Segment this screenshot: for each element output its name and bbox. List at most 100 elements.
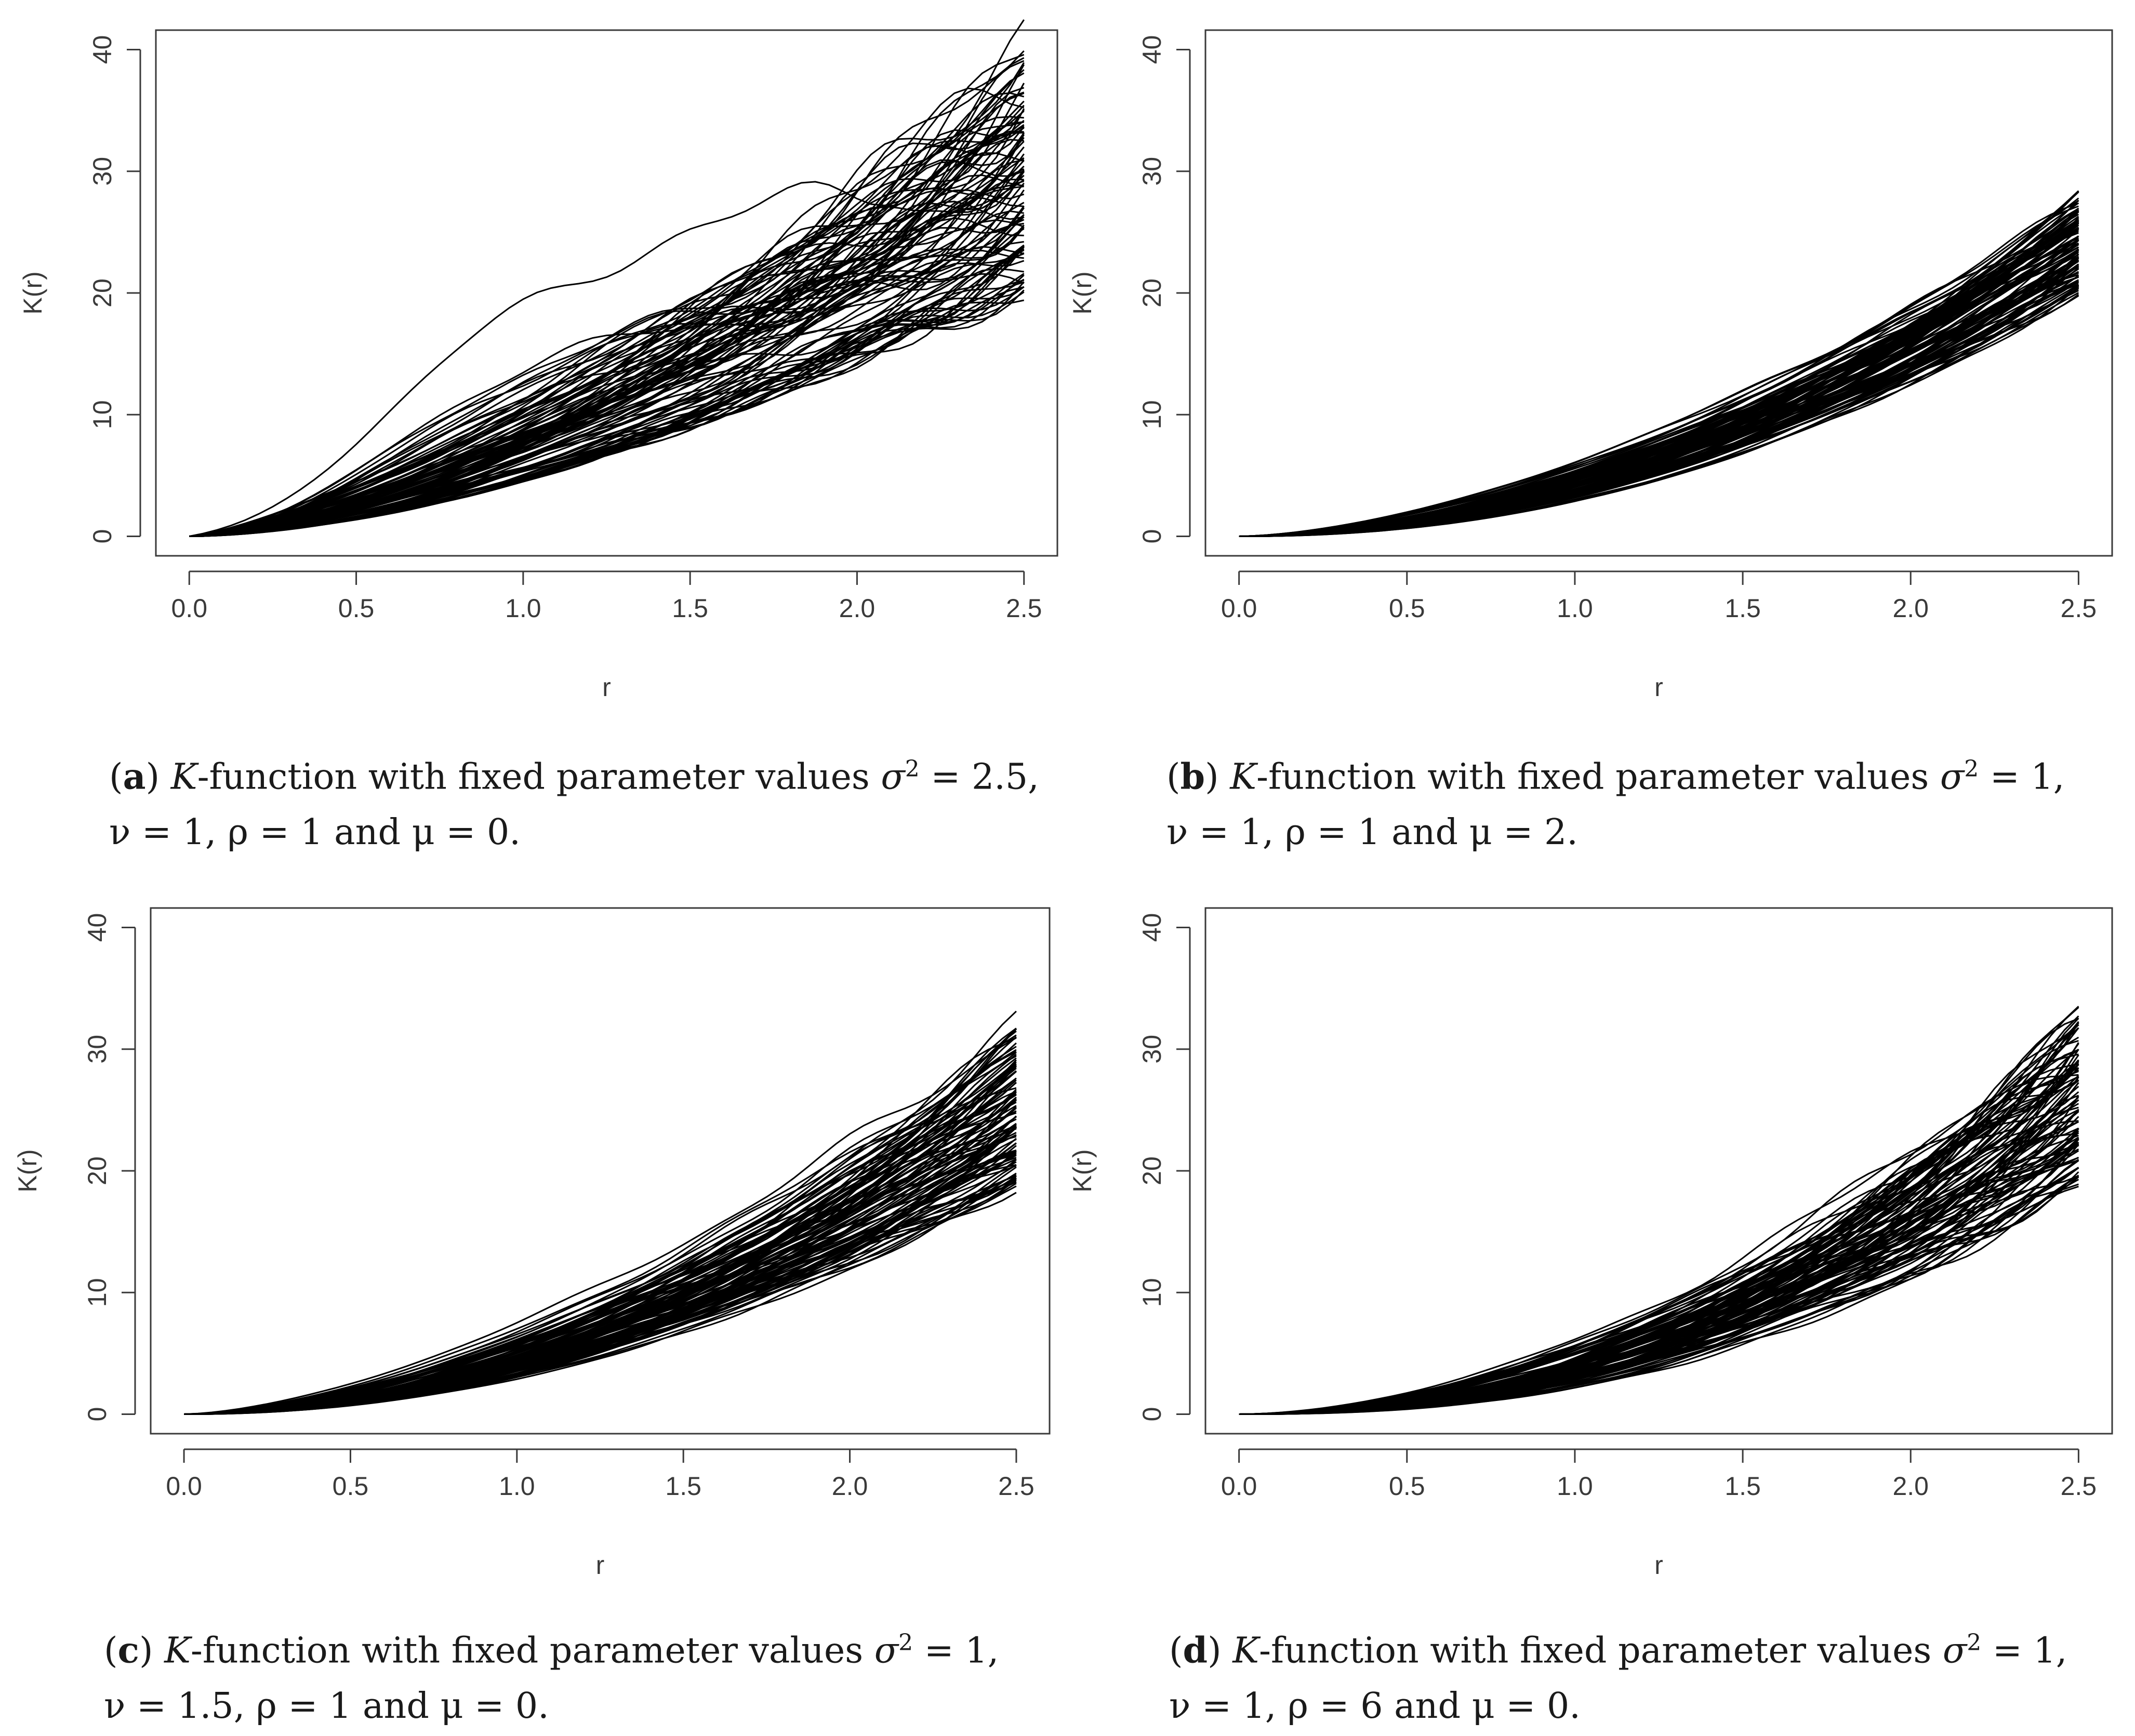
chart-panel-a: 0.0 0.5 1.0 1.5 2.0 2.5 0 10 20 30 40 r K(r) (18, 19, 1058, 702)
caption-a: (a) K-function with fixed parameter valu… (109, 756, 1039, 853)
k-function-curve (1239, 232, 2079, 537)
k-function-curve (1239, 222, 2079, 537)
y-tick-label: 0 (1137, 529, 1166, 544)
y-tick-label: 0 (88, 529, 117, 544)
k-function-curve (1239, 229, 2079, 537)
k-function-curve (1239, 226, 2079, 537)
k-function-curve (1239, 221, 2079, 537)
x-tick-label: 2.0 (832, 1472, 868, 1501)
y-tick-label: 30 (88, 157, 117, 186)
k-function-curve (1239, 208, 2079, 537)
x-tick-label: 1.5 (1725, 1472, 1761, 1501)
x-tick-label: 0.5 (1389, 1472, 1425, 1501)
k-function-curve (1239, 1040, 2079, 1415)
k-function-curve (184, 1118, 1017, 1415)
k-function-curve (1239, 276, 2079, 537)
x-tick-label: 0.0 (171, 594, 208, 623)
y-tick-label: 40 (88, 35, 117, 64)
k-function-curve (1239, 1130, 2079, 1415)
x-tick-label: 2.5 (2061, 1472, 2097, 1501)
k-function-curve (184, 1071, 1017, 1415)
k-function-curve (189, 83, 1025, 537)
x-tick-label: 0.5 (333, 1472, 369, 1501)
y-axis-title: K(r) (18, 271, 47, 314)
k-function-curve (1239, 219, 2079, 537)
k-function-curve (1239, 239, 2079, 537)
k-function-curve (1239, 1007, 2079, 1415)
k-function-curve (184, 1070, 1017, 1415)
x-tick-label: 1.5 (665, 1472, 701, 1501)
k-function-curve (1239, 199, 2079, 537)
k-function-curve (1239, 1179, 2079, 1415)
k-function-curve (1239, 202, 2079, 537)
curve-group (1239, 1006, 2079, 1415)
k-function-curve (1239, 1137, 2079, 1415)
k-function-curve (1239, 285, 2079, 537)
k-function-curve (1239, 221, 2079, 537)
k-function-curve (189, 64, 1025, 537)
x-tick-label: 0.5 (1389, 594, 1425, 623)
k-function-curve (189, 246, 1024, 537)
k-function-curve (1239, 1175, 2079, 1415)
x-tick-label: 2.5 (998, 1472, 1035, 1501)
k-function-curve (184, 1151, 1017, 1415)
k-function-curve (1239, 208, 2079, 537)
k-function-curve (1239, 238, 2079, 537)
x-axis-title: r (602, 673, 611, 702)
x-tick-label: 1.5 (672, 594, 708, 623)
x-tick-label: 1.0 (505, 594, 541, 623)
plot-frame (1204, 29, 2113, 557)
k-function-curve (1239, 1144, 2079, 1415)
k-function-curve (184, 1134, 1017, 1415)
x-tick-label: 2.0 (839, 594, 876, 623)
k-function-curve (189, 153, 1025, 537)
k-function-curve (1239, 222, 2079, 537)
k-function-curve (1239, 222, 2079, 537)
k-function-curve (1239, 218, 2079, 537)
k-function-curve (189, 217, 1024, 537)
y-axis-title: K(r) (1068, 271, 1097, 314)
k-function-curve (189, 127, 1025, 537)
k-function-curve (1239, 202, 2079, 537)
y-tick-label: 30 (83, 1035, 112, 1064)
x-tick-label: 2.5 (1006, 594, 1042, 623)
y-tick-label: 20 (83, 1156, 112, 1185)
k-function-curve (1239, 1175, 2079, 1415)
x-tick-label: 1.5 (1725, 594, 1761, 623)
k-function-curve (1239, 208, 2079, 537)
k-function-curve (1239, 205, 2079, 537)
k-function-curve (1239, 220, 2079, 537)
x-tick-label: 1.0 (1557, 1472, 1593, 1501)
k-function-curve (1239, 216, 2079, 537)
k-function-curve (1239, 1137, 2079, 1415)
k-function-curve (189, 131, 1024, 537)
chart-panel-b: 0.0 0.5 1.0 1.5 2.0 2.5 0 10 20 30 40 r K(r) (1068, 29, 2113, 702)
y-tick-label: 10 (1137, 400, 1166, 429)
k-function-curve (184, 1166, 1017, 1415)
k-function-curve (1239, 1174, 2079, 1415)
plot-frame (150, 907, 1051, 1435)
k-function-curve (1239, 259, 2079, 537)
k-function-curve (189, 100, 1025, 537)
y-tick-label: 40 (1137, 35, 1166, 64)
k-function-curve (1239, 226, 2079, 537)
y-tick-label: 10 (1137, 1278, 1166, 1307)
k-function-curve (189, 57, 1025, 537)
k-function-curve (1239, 219, 2079, 537)
k-function-curve (1239, 207, 2079, 537)
x-axis-title: r (1654, 1551, 1663, 1580)
plot-frame (155, 29, 1058, 557)
k-function-curve (189, 168, 1025, 537)
curve-group (1239, 190, 2079, 537)
y-tick-label: 10 (88, 400, 117, 429)
y-tick-label: 30 (1137, 1035, 1166, 1064)
y-tick-label: 40 (1137, 913, 1166, 942)
k-function-curve (189, 72, 1025, 537)
x-axis-title: r (596, 1551, 605, 1580)
k-function-curve (184, 1030, 1017, 1415)
k-function-curve (1239, 210, 2079, 537)
x-tick-label: 2.5 (2061, 594, 2097, 623)
k-function-curve (1239, 222, 2079, 537)
k-function-curve (184, 1051, 1017, 1415)
k-function-curve (184, 1037, 1017, 1415)
